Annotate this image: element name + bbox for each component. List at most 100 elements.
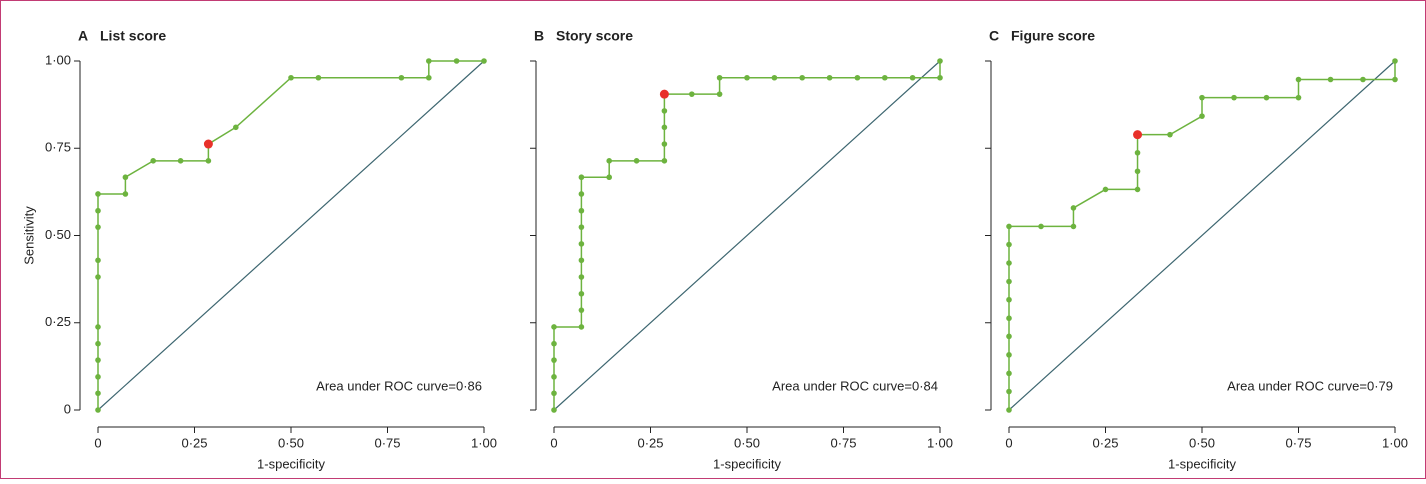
roc-point — [578, 207, 585, 214]
roc-point — [1006, 407, 1012, 413]
roc-curve — [1008, 61, 1396, 410]
reference-diagonal — [97, 60, 485, 411]
roc-point — [1392, 58, 1398, 64]
x-tick-label: 0·75 — [830, 435, 856, 450]
roc-point — [799, 74, 805, 81]
roc-point — [661, 158, 668, 164]
roc-point — [633, 158, 640, 164]
roc-point — [95, 374, 101, 380]
roc-point — [288, 74, 294, 81]
x-axis-label: 1-specificity — [257, 456, 325, 471]
roc-point — [661, 108, 668, 114]
roc-point — [1134, 186, 1141, 193]
roc-point — [551, 340, 557, 347]
roc-point — [689, 91, 695, 97]
roc-point — [95, 224, 101, 230]
roc-point — [122, 174, 129, 181]
roc-point — [1263, 94, 1270, 101]
x-tick-label: 0·75 — [374, 435, 400, 450]
roc-point — [1038, 223, 1044, 230]
roc-point — [95, 274, 101, 280]
y-tick-label: 0·75 — [45, 140, 71, 155]
roc-point — [1006, 352, 1012, 358]
roc-point — [771, 74, 778, 81]
roc-point — [426, 58, 432, 64]
x-axis-label: 1-specificity — [1168, 456, 1236, 471]
roc-point — [551, 357, 557, 363]
x-tick-label: 1·00 — [471, 435, 497, 450]
roc-point — [1295, 94, 1302, 101]
x-tick-label: 0·25 — [181, 435, 207, 450]
roc-point — [578, 274, 585, 280]
roc-point — [1134, 149, 1141, 156]
roc-point — [937, 74, 943, 81]
panel-letter: B — [534, 28, 544, 44]
roc-point — [1006, 223, 1012, 230]
roc-point — [95, 357, 101, 363]
roc-point — [551, 324, 557, 330]
roc-point — [578, 191, 585, 197]
y-tick-label: 1·00 — [45, 52, 71, 67]
roc-point — [1327, 76, 1334, 83]
roc-point — [315, 74, 322, 81]
roc-point — [578, 307, 585, 313]
roc-point — [95, 207, 101, 214]
auc-annotation: Area under ROC curve=0·79 — [1227, 378, 1393, 393]
roc-point — [1006, 260, 1012, 266]
y-axis-label: Sensitivity — [21, 206, 36, 265]
panel-letter: C — [989, 28, 999, 44]
roc-point — [826, 74, 833, 81]
roc-point — [122, 191, 129, 197]
reference-diagonal — [1008, 60, 1396, 411]
roc-point — [606, 158, 612, 164]
roc-point — [578, 290, 585, 297]
roc-point — [398, 74, 405, 81]
roc-point — [854, 74, 861, 81]
x-axis-label: 1-specificity — [713, 456, 781, 471]
x-tick-label: 1·00 — [1382, 435, 1408, 450]
roc-point — [1070, 223, 1077, 230]
y-tick-label: 0·50 — [45, 227, 71, 242]
reference-diagonal — [553, 60, 941, 411]
roc-point — [1006, 315, 1012, 322]
panel-title: Figure score — [1011, 28, 1095, 44]
roc-point — [578, 241, 585, 247]
roc-point — [1006, 296, 1012, 303]
roc-point — [1006, 278, 1012, 285]
roc-point — [716, 74, 723, 81]
roc-point — [233, 124, 239, 131]
auc-annotation: Area under ROC curve=0·84 — [772, 378, 938, 393]
roc-point — [426, 74, 432, 81]
roc-point — [1392, 76, 1398, 83]
roc-point — [1006, 370, 1012, 377]
cutoff-point — [203, 139, 213, 149]
roc-point — [95, 407, 101, 413]
roc-point — [937, 58, 943, 64]
auc-annotation: Area under ROC curve=0·86 — [316, 378, 482, 393]
panel-title: List score — [100, 28, 166, 44]
panel-letter: A — [78, 28, 88, 44]
x-tick-label: 0·25 — [637, 435, 663, 450]
roc-point — [95, 390, 101, 397]
roc-point — [716, 91, 723, 97]
roc-point — [882, 74, 888, 81]
roc-point — [578, 324, 585, 330]
roc-point — [909, 74, 916, 81]
panel-title: Story score — [556, 28, 633, 44]
roc-point — [1167, 131, 1173, 138]
roc-point — [578, 174, 585, 181]
x-tick-label: 0·50 — [1189, 435, 1215, 450]
roc-point — [606, 174, 612, 181]
roc-curve — [553, 61, 941, 410]
roc-point — [95, 191, 101, 197]
cutoff-point — [1133, 130, 1143, 140]
roc-point — [95, 324, 101, 330]
roc-point — [1231, 94, 1237, 101]
x-tick-label: 0 — [94, 435, 101, 450]
x-tick-label: 0·50 — [734, 435, 760, 450]
roc-point — [1006, 333, 1012, 340]
x-tick-label: 0 — [1005, 435, 1012, 450]
roc-point — [661, 141, 668, 147]
